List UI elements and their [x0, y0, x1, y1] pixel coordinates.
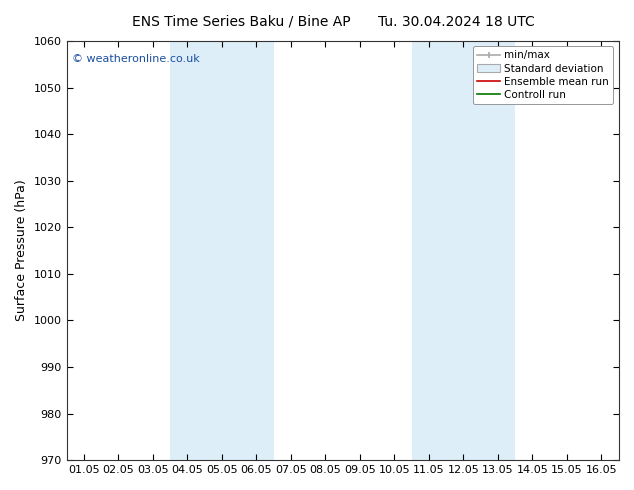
Legend: min/max, Standard deviation, Ensemble mean run, Controll run: min/max, Standard deviation, Ensemble me…: [473, 46, 613, 104]
Bar: [170, 41, 273, 460]
Text: Tu. 30.04.2024 18 UTC: Tu. 30.04.2024 18 UTC: [378, 15, 535, 29]
Bar: [411, 41, 515, 460]
Text: © weatheronline.co.uk: © weatheronline.co.uk: [72, 53, 200, 64]
Y-axis label: Surface Pressure (hPa): Surface Pressure (hPa): [15, 180, 28, 321]
Text: ENS Time Series Baku / Bine AP: ENS Time Series Baku / Bine AP: [132, 15, 350, 29]
